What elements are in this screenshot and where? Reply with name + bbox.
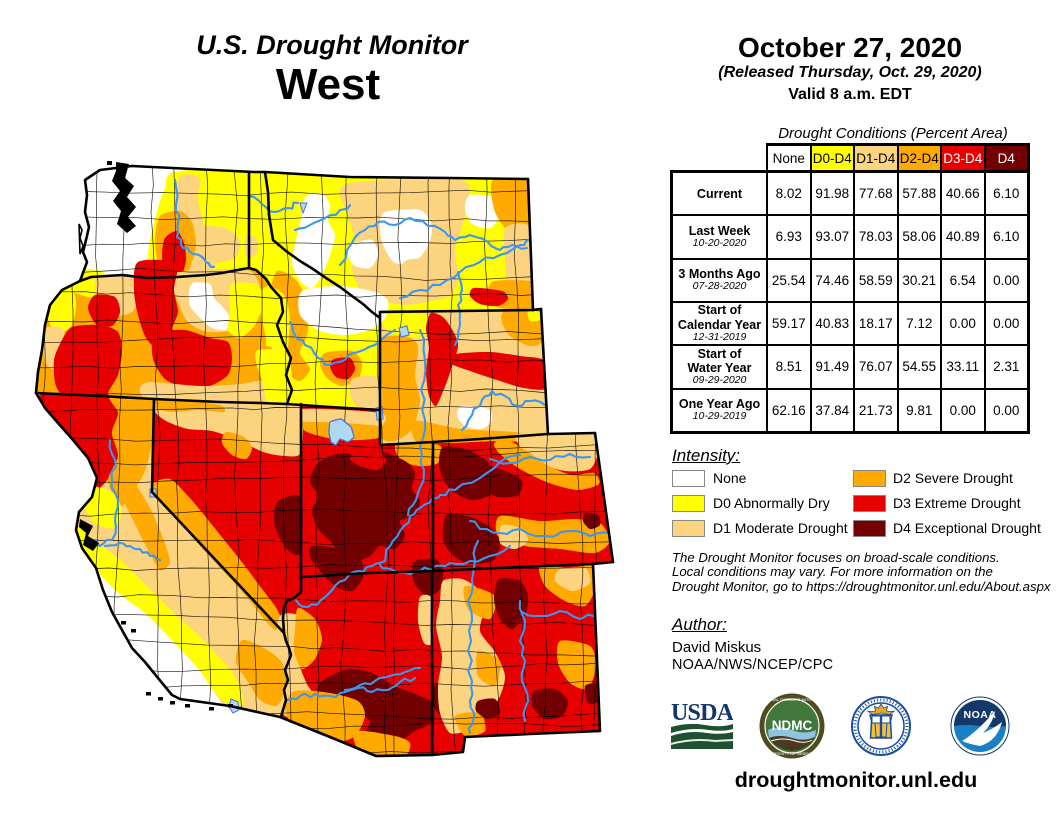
svg-text:NOAA: NOAA (964, 709, 997, 721)
svg-text:UNIVERSITY OF NEBRASKA: UNIVERSITY OF NEBRASKA (765, 751, 819, 756)
svg-text:NDMC: NDMC (772, 718, 813, 733)
svg-text:USDA: USDA (671, 703, 733, 726)
svg-text:NATIONAL DROUGHT MITIGATION: NATIONAL DROUGHT MITIGATION (760, 697, 825, 702)
